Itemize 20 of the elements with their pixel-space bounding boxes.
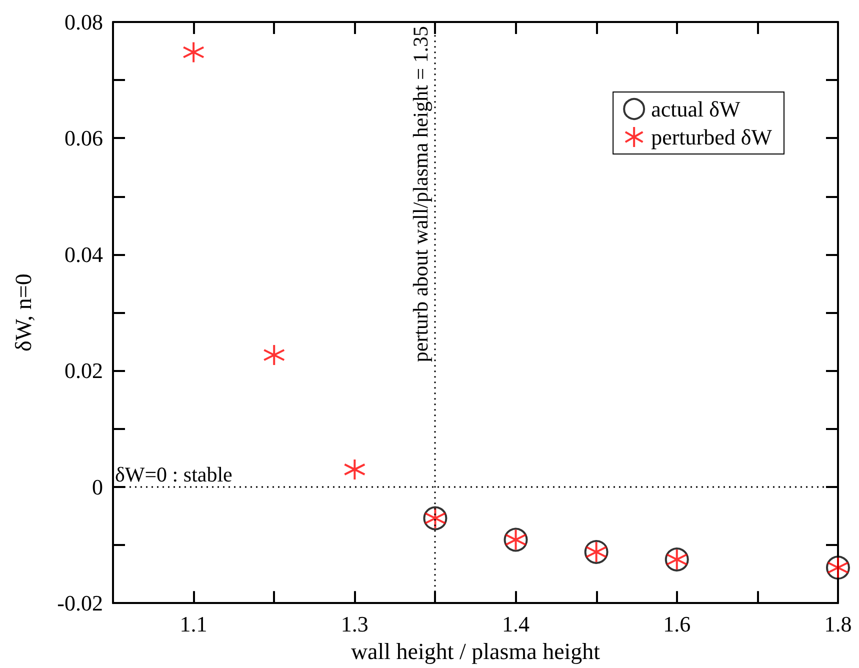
annotation: perturb about wall/plasma height = 1.35 (408, 26, 433, 362)
y-tick-label: 0 (92, 474, 103, 500)
y-axis-title: δW, n=0 (11, 274, 36, 352)
y-tick-label: 0.04 (64, 242, 103, 267)
x-tick-label: 1.6 (663, 612, 691, 637)
y-tick-label: 0.08 (64, 10, 103, 34)
x-tick-label: 1.4 (502, 612, 530, 637)
legend-label: actual δW (651, 96, 740, 122)
legend-label: perturbed δW (651, 124, 772, 150)
point (344, 458, 366, 480)
x-tick-label: 1.8 (824, 612, 852, 637)
x-tick-label: 1.1 (180, 612, 208, 637)
y-tick-label: -0.02 (57, 590, 103, 616)
point (182, 41, 205, 64)
y-tick-label: 0.02 (64, 358, 103, 384)
point (263, 344, 286, 366)
y-tick-label: 0.06 (64, 126, 103, 151)
x-axis-title: wall height / plasma height (350, 639, 601, 664)
ref-line-label: δW=0 : stable (115, 462, 232, 486)
x-tick-label: 1.3 (340, 612, 368, 637)
